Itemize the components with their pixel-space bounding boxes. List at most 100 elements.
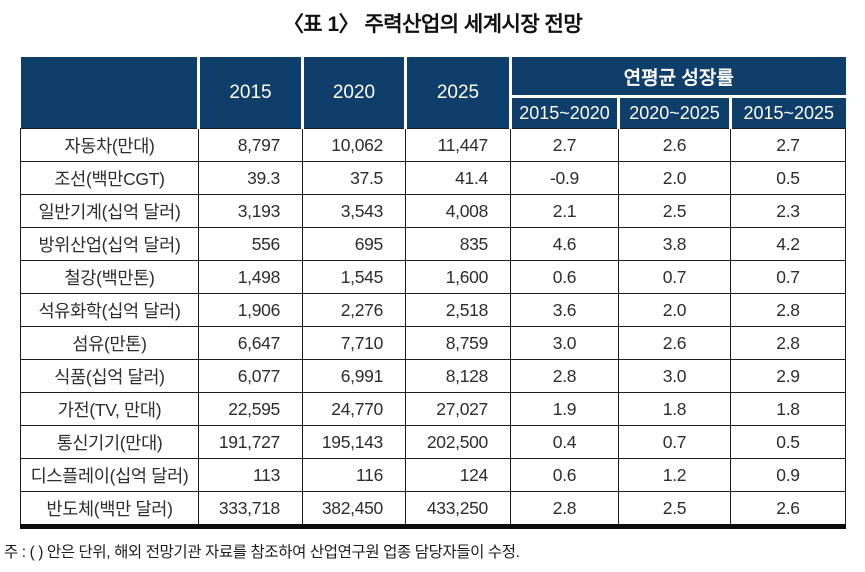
row-label: 석유화학(십억 달러) <box>20 293 199 327</box>
value-2020: 2,276 <box>302 293 406 327</box>
row-label: 조선(백만CGT) <box>20 161 199 195</box>
growth-2015-2025: 2.8 <box>729 326 847 360</box>
header-2020: 2020 <box>301 57 406 129</box>
table-row: 방위산업(십억 달러) 556 695 835 4.6 3.8 4.2 <box>20 227 847 261</box>
row-label: 방위산업(십억 달러) <box>20 227 199 261</box>
growth-2015-2020: 2.7 <box>510 128 619 162</box>
value-2015: 556 <box>198 227 303 261</box>
table-row: 석유화학(십억 달러) 1,906 2,276 2,518 3.6 2.0 2.… <box>20 293 847 327</box>
growth-2020-2025: 2.0 <box>618 293 731 327</box>
growth-2015-2025: 2.7 <box>729 128 847 162</box>
value-2025: 4,008 <box>405 194 511 228</box>
table-footnote: 주 : ( ) 안은 단위, 해외 전망기관 자료를 참조하여 산업연구원 업종… <box>4 544 520 561</box>
table-header: 2015 2020 2025 연평균 성장률 2015~2020 2020~20… <box>20 57 846 129</box>
value-2020: 10,062 <box>302 128 406 162</box>
value-2025: 8,759 <box>405 326 511 360</box>
value-2020: 382,450 <box>302 491 406 529</box>
growth-2015-2025: 2.3 <box>729 194 847 228</box>
growth-2020-2025: 2.5 <box>618 491 731 529</box>
growth-2015-2025: 2.9 <box>729 359 847 393</box>
value-2020: 195,143 <box>302 425 406 459</box>
row-label: 섬유(만톤) <box>20 326 199 360</box>
growth-2015-2025: 0.9 <box>729 458 847 492</box>
growth-2020-2025: 0.7 <box>618 260 731 294</box>
row-label: 식품(십억 달러) <box>20 359 199 393</box>
table-row: 일반기계(십억 달러) 3,193 3,543 4,008 2.1 2.5 2.… <box>20 194 847 228</box>
growth-2015-2020: 0.6 <box>510 458 619 492</box>
growth-2015-2020: 2.8 <box>510 359 619 393</box>
growth-2015-2020: 0.6 <box>510 260 619 294</box>
table-row: 가전(TV, 만대) 22,595 24,770 27,027 1.9 1.8 … <box>20 392 847 426</box>
table-row: 철강(백만톤) 1,498 1,545 1,600 0.6 0.7 0.7 <box>20 260 847 294</box>
value-2025: 41.4 <box>405 161 511 195</box>
value-2015: 22,595 <box>198 392 303 426</box>
value-2020: 24,770 <box>302 392 406 426</box>
growth-2015-2025: 2.6 <box>729 491 847 529</box>
row-label: 통신기기(만대) <box>20 425 199 459</box>
row-label: 가전(TV, 만대) <box>20 392 199 426</box>
value-2020: 7,710 <box>302 326 406 360</box>
table-body: 자동차(만대) 8,797 10,062 11,447 2.7 2.6 2.7 … <box>20 128 847 529</box>
growth-2020-2025: 3.8 <box>618 227 731 261</box>
growth-2015-2025: 0.7 <box>729 260 847 294</box>
growth-2020-2025: 2.5 <box>618 194 731 228</box>
growth-2020-2025: 1.8 <box>618 392 731 426</box>
header-corner-blank <box>20 57 199 129</box>
table-row: 조선(백만CGT) 39.3 37.5 41.4 -0.9 2.0 0.5 <box>20 161 847 195</box>
value-2020: 1,545 <box>302 260 406 294</box>
growth-2015-2025: 2.8 <box>729 293 847 327</box>
table-title: 〈표 1〉 주력산업의 세계시장 전망 <box>282 13 583 36</box>
header-2025: 2025 <box>404 57 511 129</box>
table-row: 반도체(백만 달러) 333,718 382,450 433,250 2.8 2… <box>20 491 847 529</box>
header-growth-group: 연평균 성장률 <box>508 57 846 97</box>
growth-2015-2020: 2.8 <box>510 491 619 529</box>
value-2025: 8,128 <box>405 359 511 393</box>
value-2025: 835 <box>405 227 511 261</box>
header-2015: 2015 <box>197 57 303 129</box>
growth-2020-2025: 2.6 <box>618 326 731 360</box>
growth-2015-2025: 0.5 <box>729 425 847 459</box>
forecast-table: 2015 2020 2025 연평균 성장률 2015~2020 2020~20… <box>20 57 847 529</box>
value-2015: 1,906 <box>198 293 303 327</box>
value-2025: 2,518 <box>405 293 511 327</box>
table-row: 식품(십억 달러) 6,077 6,991 8,128 2.8 3.0 2.9 <box>20 359 847 393</box>
value-2015: 113 <box>198 458 303 492</box>
value-2025: 202,500 <box>405 425 511 459</box>
growth-2015-2020: 1.9 <box>510 392 619 426</box>
growth-2015-2025: 4.2 <box>729 227 847 261</box>
growth-2015-2020: 3.6 <box>510 293 619 327</box>
row-label: 자동차(만대) <box>20 128 199 162</box>
growth-2015-2020: 4.6 <box>510 227 619 261</box>
growth-2015-2020: 3.0 <box>510 326 619 360</box>
row-label: 디스플레이(십억 달러) <box>20 458 199 492</box>
table-row: 자동차(만대) 8,797 10,062 11,447 2.7 2.6 2.7 <box>20 128 847 162</box>
value-2020: 116 <box>302 458 406 492</box>
value-2015: 6,077 <box>198 359 303 393</box>
value-2015: 1,498 <box>198 260 303 294</box>
value-2025: 433,250 <box>405 491 511 529</box>
value-2020: 695 <box>302 227 406 261</box>
value-2020: 6,991 <box>302 359 406 393</box>
header-growth-2015-2020: 2015~2020 <box>509 95 619 129</box>
value-2015: 333,718 <box>198 491 303 529</box>
value-2015: 191,727 <box>198 425 303 459</box>
value-2015: 3,193 <box>198 194 303 228</box>
growth-2015-2020: -0.9 <box>510 161 619 195</box>
header-growth-2015-2025: 2015~2025 <box>728 95 846 129</box>
row-label: 철강(백만톤) <box>20 260 199 294</box>
table-row: 디스플레이(십억 달러) 113 116 124 0.6 1.2 0.9 <box>20 458 847 492</box>
table-row: 섬유(만톤) 6,647 7,710 8,759 3.0 2.6 2.8 <box>20 326 847 360</box>
growth-2020-2025: 2.0 <box>618 161 731 195</box>
value-2015: 8,797 <box>198 128 303 162</box>
growth-2020-2025: 2.6 <box>618 128 731 162</box>
growth-2020-2025: 3.0 <box>618 359 731 393</box>
value-2015: 39.3 <box>198 161 303 195</box>
row-label: 일반기계(십억 달러) <box>20 194 199 228</box>
growth-2015-2025: 0.5 <box>729 161 847 195</box>
value-2025: 124 <box>405 458 511 492</box>
header-growth-2020-2025: 2020~2025 <box>617 95 731 129</box>
growth-2015-2020: 2.1 <box>510 194 619 228</box>
value-2025: 11,447 <box>405 128 511 162</box>
value-2025: 27,027 <box>405 392 511 426</box>
